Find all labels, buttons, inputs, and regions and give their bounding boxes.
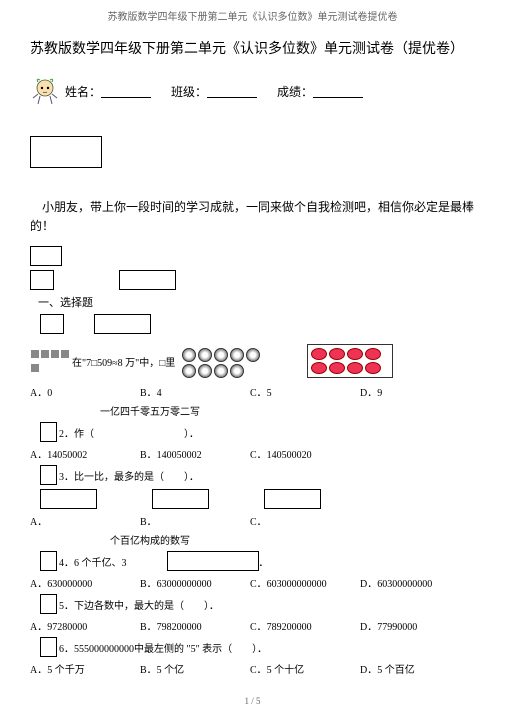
q1-options: A．0 B．4 C．5 D．9 [30, 384, 475, 399]
decorative-sprites [30, 347, 70, 375]
q3-opt-a: A． [30, 513, 140, 528]
q4-opt-c: C．603000000000 [250, 575, 360, 590]
q5-options: A．97280000 B．798200000 C．789200000 D．779… [30, 618, 475, 633]
q6-opt-d: D．5 个百亿 [360, 661, 470, 676]
q5-opt-d: D．77990000 [360, 618, 470, 633]
q4-opt-a: A．630000000 [30, 575, 140, 590]
q5-num: 5． [59, 597, 74, 612]
q6-opt-c: C．5 个十亿 [250, 661, 360, 676]
placeholder-box [40, 314, 64, 334]
q5-text: 下边各数中，最大的是（ ）． [74, 597, 219, 612]
soccer-balls-img [181, 347, 261, 375]
placeholder-box [264, 489, 321, 509]
score-label: 成绩： [277, 83, 313, 100]
q3-text: 比一比，最多的是（ ）． [74, 468, 199, 483]
q1-opt-a: A．0 [30, 384, 140, 399]
placeholder-box [94, 314, 151, 334]
q1-opt-c: C．5 [250, 384, 360, 399]
q5-opt-b: B．798200000 [140, 618, 250, 633]
class-blank [207, 85, 257, 98]
q2-text2: 作（ ）． [74, 425, 199, 440]
q6-opt-a: A．5 个千万 [30, 661, 140, 676]
document-title: 苏教版数学四年级下册第二单元《认识多位数》单元测试卷（提优卷） [30, 38, 475, 58]
intro-text: 小朋友，带上你一段时间的学习成就，一同来做个自我检测吧，相信你必定是最棒的！ [30, 198, 475, 236]
q4-options: A．630000000 B．63000000000 C．603000000000… [30, 575, 475, 590]
q1-text-a: 在"7□509≈8 万"中，□里 [72, 354, 175, 369]
placeholder-box [40, 489, 97, 509]
info-line: 姓名： 班级： 成绩： [30, 76, 475, 106]
q3-opt-b: B． [140, 513, 250, 528]
q2-num: 2． [59, 425, 74, 440]
placeholder-box [40, 551, 57, 571]
q2-line1: 一亿四千零五万零二写 [40, 403, 475, 418]
placeholder-box [30, 246, 62, 266]
name-label: 姓名： [65, 83, 101, 100]
q1-opt-b: B．4 [140, 384, 250, 399]
q4-text: 6 个千亿、3 [74, 554, 127, 569]
q2-opt-a: A．14050002 [30, 446, 140, 461]
q3-num: 3． [59, 468, 74, 483]
placeholder-box [30, 136, 102, 168]
class-label: 班级： [171, 83, 207, 100]
q6-opt-b: B．5 个亿 [140, 661, 250, 676]
name-blank [101, 85, 151, 98]
page-footer: 1 / 5 [30, 696, 475, 706]
placeholder-box [40, 422, 57, 442]
q3-opt-c: C． [250, 513, 360, 528]
score-blank [313, 85, 363, 98]
q2-opt-b: B．140050002 [140, 446, 250, 461]
page-header: 苏教版数学四年级下册第二单元《认识多位数》单元测试卷提优卷 [30, 8, 475, 23]
q3-options: A． B． C． [30, 513, 475, 528]
placeholder-box [30, 270, 54, 290]
mascot-icon [30, 76, 60, 106]
orange-balls-img [307, 344, 393, 378]
q4-opt-b: B．63000000000 [140, 575, 250, 590]
q5-opt-a: A．97280000 [30, 618, 140, 633]
q4-opt-d: D．60300000000 [360, 575, 432, 590]
placeholder-box [152, 489, 209, 509]
q5-opt-c: C．789200000 [250, 618, 360, 633]
placeholder-box [40, 594, 57, 614]
placeholder-box [167, 551, 259, 571]
q2-opt-c: C．140500020 [250, 446, 360, 461]
q4-num: 4． [59, 554, 74, 569]
q6-options: A．5 个千万 B．5 个亿 C．5 个十亿 D．5 个百亿 [30, 661, 475, 676]
q2-options: A．14050002 B．140050002 C．140500020 [30, 446, 475, 461]
q6-num: 6． [59, 640, 74, 655]
placeholder-box [40, 637, 57, 657]
q4-line-upper: 个百亿构成的数写 [40, 532, 475, 547]
section-title: 一、选择题 [38, 294, 93, 310]
placeholder-box [119, 270, 176, 290]
q6-text: 555000000000中最左侧的 "5" 表示（ ）． [74, 640, 267, 655]
q1-opt-d: D．9 [360, 384, 470, 399]
placeholder-box [40, 465, 57, 485]
question-1-row: 在"7□509≈8 万"中，□里 [30, 344, 475, 378]
